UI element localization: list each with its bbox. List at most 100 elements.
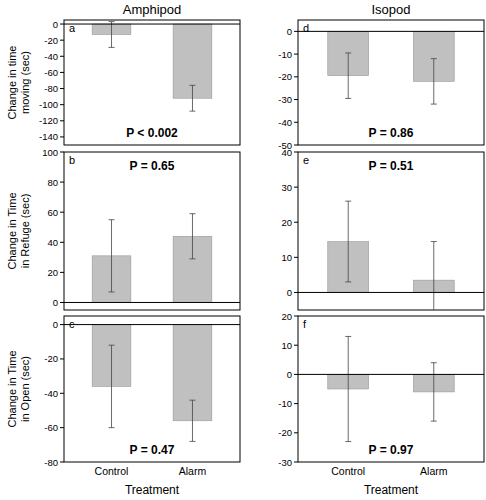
zero-line [298, 374, 484, 375]
error-bar [431, 242, 437, 310]
y-tick-label: 0 [53, 297, 58, 308]
error-cap [345, 441, 351, 442]
y-tick-label: -40 [44, 51, 58, 62]
y-tick [60, 358, 64, 359]
x-tick-label: Control [95, 465, 129, 477]
error-bar [431, 59, 437, 104]
error-bar [345, 53, 351, 98]
y-tick-label: -10 [278, 49, 292, 60]
panel: 0-10-20-30-40-50IsopoddP = 0.86 [278, 2, 484, 151]
p-value: P = 0.65 [130, 159, 175, 173]
y-tick-label: -30 [278, 457, 292, 468]
y-tick [294, 31, 298, 32]
y-tick-label: -40 [278, 117, 292, 128]
x-axis-label: Treatment [125, 483, 180, 497]
y-tick [60, 302, 64, 303]
y-tick-label: -120 [39, 115, 58, 126]
p-value: P = 0.47 [130, 443, 175, 457]
panel: 010203040eP = 0.51 [281, 147, 484, 319]
y-tick [60, 462, 64, 463]
error-cap [345, 98, 351, 99]
error-cap [431, 58, 437, 59]
y-tick-label: 0 [287, 26, 292, 37]
error-line [348, 201, 349, 282]
y-tick [60, 182, 64, 183]
y-tick-label: -100 [39, 99, 58, 110]
y-tick [294, 152, 298, 153]
y-tick [60, 272, 64, 273]
error-cap [431, 421, 437, 422]
y-tick [294, 345, 298, 346]
error-cap [345, 52, 351, 53]
p-value: P < 0.002 [126, 126, 178, 140]
y-tick-label: -140 [39, 131, 58, 142]
y-axis-label-line: Change in Time [6, 350, 18, 427]
y-tick-label: 0 [287, 287, 292, 298]
figure: 0-20-40-60-80-100-120-140AmphipodChange … [0, 0, 486, 500]
error-line [433, 59, 434, 104]
panel-letter: b [69, 154, 75, 166]
y-tick-label: 60 [47, 207, 58, 218]
y-tick-label: 20 [281, 311, 292, 322]
bars [298, 336, 484, 441]
error-cap [431, 241, 437, 242]
zero-line [64, 302, 240, 303]
y-tick [294, 99, 298, 100]
error-bar [189, 400, 195, 441]
zero-line [298, 292, 484, 293]
y-tick [294, 432, 298, 433]
error-cap [431, 104, 437, 105]
panel-letter: e [303, 154, 309, 166]
frame [64, 152, 240, 310]
frame [64, 20, 240, 145]
panel: 020406080100Change in Timein Refuge (sec… [6, 147, 240, 311]
y-tick [60, 104, 64, 105]
error-bar [109, 220, 115, 292]
y-tick-label: 10 [281, 340, 292, 351]
x-axis-label: Treatment [364, 483, 419, 497]
y-tick-label: 0 [53, 319, 58, 330]
error-line [433, 242, 434, 310]
y-tick-label: 40 [281, 147, 292, 158]
y-tick [294, 257, 298, 258]
x-tick-label: Alarm [179, 465, 207, 477]
y-tick [294, 374, 298, 375]
error-line [111, 22, 112, 48]
y-tick [60, 88, 64, 89]
y-tick-label: -10 [278, 398, 292, 409]
y-tick [60, 24, 64, 25]
y-tick [60, 152, 64, 153]
y-axis-label-line: in Refuge (sec) [19, 194, 31, 269]
error-bar [189, 85, 195, 111]
bars [64, 325, 240, 442]
error-line [111, 220, 112, 292]
y-tick [294, 316, 298, 317]
frame [298, 20, 484, 145]
panel-letter: a [69, 22, 76, 34]
p-value: P = 0.51 [369, 159, 414, 173]
y-tick [60, 212, 64, 213]
y-tick [294, 76, 298, 77]
error-line [111, 345, 112, 427]
error-line [192, 214, 193, 259]
bars [298, 31, 484, 104]
error-cap [189, 400, 195, 401]
y-tick [294, 122, 298, 123]
frame [298, 152, 484, 310]
error-bar [189, 214, 195, 259]
error-cap [109, 291, 115, 292]
error-line [348, 53, 349, 98]
error-cap [109, 47, 115, 48]
error-cap [189, 213, 195, 214]
bars [64, 214, 240, 303]
y-tick-label: -80 [44, 83, 58, 94]
error-line [192, 400, 193, 441]
y-tick [294, 187, 298, 188]
panel: 0-20-40-60-80ControlAlarmTreatmentChange… [6, 316, 240, 497]
y-tick-label: -60 [44, 422, 58, 433]
error-line [433, 363, 434, 421]
y-tick [60, 120, 64, 121]
x-tick-label: Control [331, 465, 365, 477]
y-tick-label: 30 [281, 182, 292, 193]
panel-letter: f [303, 318, 307, 330]
